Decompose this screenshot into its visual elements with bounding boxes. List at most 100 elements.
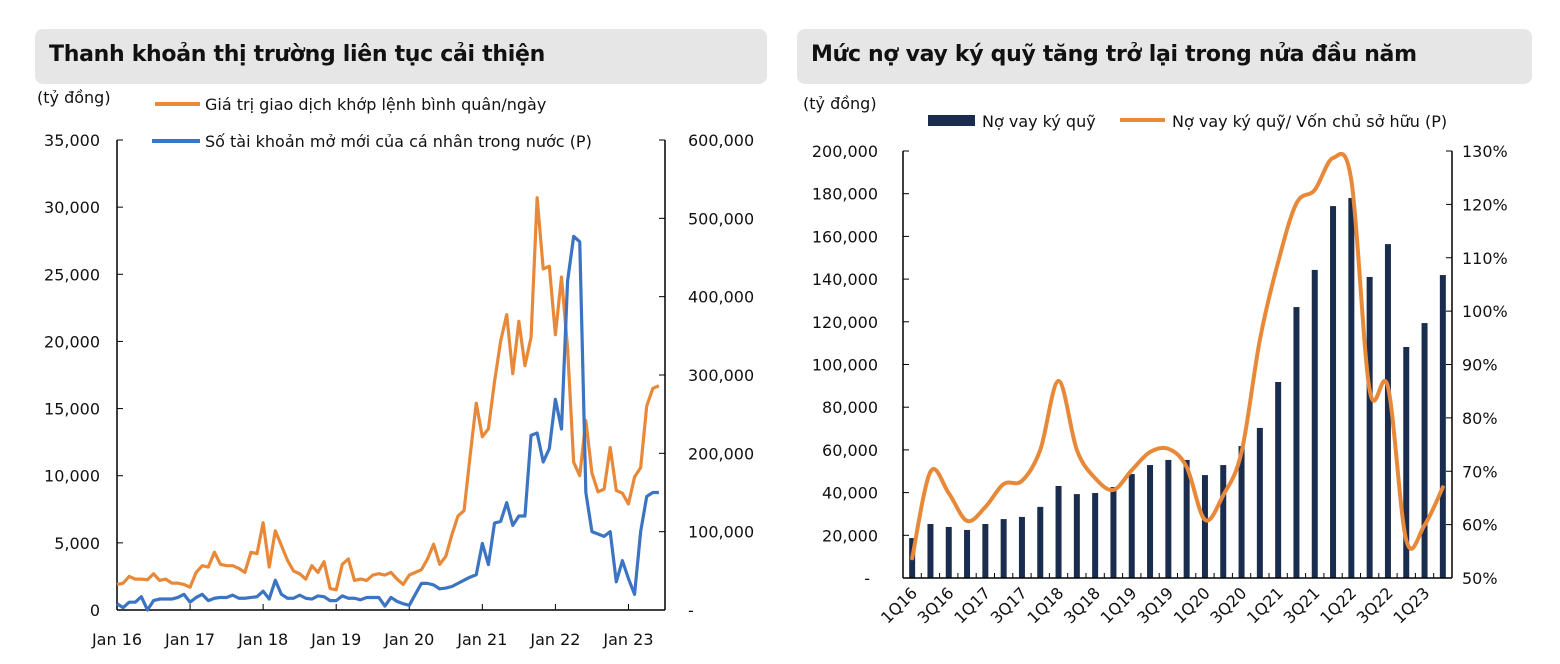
x-tick-label: Jan 23	[602, 630, 653, 649]
x-tick-label: Jan 17	[164, 630, 215, 649]
left-y-tick-label: 80,000	[822, 398, 878, 417]
legend-label-margin-debt: Nợ vay ký quỹ	[982, 112, 1096, 131]
series-line-debt-equity	[910, 152, 1445, 561]
x-tick-label: Jan 22	[529, 630, 580, 649]
right-y-tick-label: 50%	[1462, 569, 1498, 588]
x-tick-label: 3Q16	[914, 583, 958, 627]
right-y-tick-label: 130%	[1462, 142, 1508, 161]
left-chart-title-bar: Thanh khoản thị trường liên tục cải thiệ…	[35, 29, 767, 84]
x-tick-label: 3Q21	[1280, 583, 1324, 627]
bar-4Q18	[1110, 487, 1117, 578]
x-tick-label: Jan 20	[383, 630, 434, 649]
x-tick-label: 1Q19	[1097, 583, 1141, 627]
right-chart-title-bar: Mức nợ vay ký quỹ tăng trở lại trong nửa…	[797, 29, 1532, 84]
left-y-tick-label: 120,000	[812, 313, 878, 332]
bar-2Q16	[927, 523, 934, 578]
bar-3Q16	[945, 526, 952, 578]
bar-1Q21	[1275, 382, 1282, 578]
right-y-tick-label: 80%	[1462, 409, 1498, 428]
x-tick-label: 1Q22	[1316, 583, 1360, 627]
bar-1Q23	[1421, 323, 1428, 578]
bar-2Q18	[1073, 494, 1080, 578]
bar-4Q17	[1037, 506, 1044, 578]
bar-4Q16	[964, 529, 971, 578]
bar-4Q22	[1403, 346, 1410, 578]
left-y-tick-label: 25,000	[44, 265, 100, 284]
left-y-tick-label: 60,000	[822, 441, 878, 460]
left-y-tick-label: 0	[90, 601, 100, 620]
right-y-tick-label: 600,000	[688, 131, 754, 150]
left-y-tick-label: -	[864, 569, 870, 588]
right-y-tick-label: 500,000	[688, 209, 754, 228]
bar-2Q17	[1000, 519, 1007, 578]
left-y-tick-label: 30,000	[44, 198, 100, 217]
series-line-new-accounts	[116, 234, 659, 612]
x-tick-label: 1Q23	[1389, 583, 1433, 627]
legend-label-trading-value: Giá trị giao dịch khớp lệnh bình quân/ng…	[205, 95, 546, 114]
left-y-tick-label: 100,000	[812, 356, 878, 375]
x-tick-label: Jan 21	[456, 630, 507, 649]
right-y-tick-label: 90%	[1462, 356, 1498, 375]
left-y-tick-label: 40,000	[822, 484, 878, 503]
bar-2Q22	[1366, 276, 1373, 578]
bar-4Q20	[1256, 427, 1263, 578]
left-y-tick-label: 15,000	[44, 400, 100, 419]
bar-1Q20	[1201, 475, 1208, 578]
x-tick-label: 3Q17	[987, 583, 1031, 627]
left-y-tick-label: 20,000	[822, 526, 878, 545]
left-y-tick-label: 35,000	[44, 131, 100, 150]
bar-2Q19	[1147, 465, 1154, 578]
bar-2Q20	[1220, 465, 1227, 578]
right-y-tick-label: 100,000	[688, 523, 754, 542]
bar-2Q21	[1293, 307, 1300, 578]
x-tick-label: 1Q17	[950, 583, 994, 627]
bar-3Q20	[1238, 446, 1245, 578]
right-chart-title: Mức nợ vay ký quỹ tăng trở lại trong nửa…	[811, 42, 1417, 67]
x-tick-label: 3Q18	[1060, 583, 1104, 627]
bar-3Q22	[1384, 244, 1391, 578]
bar-2Q23	[1439, 275, 1446, 578]
bar-3Q18	[1092, 493, 1099, 578]
right-y-tick-label: 60%	[1462, 516, 1498, 535]
legend-label-new-accounts: Số tài khoản mở mới của cá nhân trong nư…	[205, 132, 592, 151]
bar-3Q17	[1018, 516, 1025, 578]
x-tick-label: 3Q22	[1353, 583, 1397, 627]
right-y-tick-label: -	[688, 601, 694, 620]
right-y-tick-label: 400,000	[688, 288, 754, 307]
legend-label-debt-equity: Nợ vay ký quỹ/ Vốn chủ sở hữu (P)	[1172, 112, 1447, 131]
right-y-tick-label: 200,000	[688, 444, 754, 463]
series-line-trading-value	[116, 196, 660, 592]
bar-1Q22	[1348, 197, 1355, 578]
left-y-tick-label: 160,000	[812, 227, 878, 246]
left-y-tick-label: 180,000	[812, 185, 878, 204]
x-tick-label: Jan 16	[91, 630, 142, 649]
right-unit-label: (tỷ đồng)	[803, 94, 877, 113]
bar-1Q17	[982, 523, 989, 578]
bar-1Q19	[1128, 474, 1135, 578]
right-y-tick-label: 120%	[1462, 195, 1508, 214]
x-tick-label: 1Q20	[1170, 583, 1214, 627]
x-tick-label: 3Q20	[1206, 583, 1250, 627]
left-chart-title: Thanh khoản thị trường liên tục cải thiệ…	[49, 42, 545, 67]
bar-4Q19	[1183, 459, 1190, 578]
bar-1Q18	[1055, 485, 1062, 578]
left-y-tick-label: 10,000	[44, 467, 100, 486]
x-tick-label: 1Q18	[1023, 583, 1067, 627]
right-y-tick-label: 110%	[1462, 249, 1508, 268]
left-y-tick-label: 140,000	[812, 270, 878, 289]
legend-bar-swatch	[928, 115, 975, 126]
left-y-tick-label: 200,000	[812, 142, 878, 161]
x-tick-label: Jan 18	[237, 630, 288, 649]
x-tick-label: 3Q19	[1133, 583, 1177, 627]
left-y-tick-label: 5,000	[54, 534, 100, 553]
left-unit-label: (tỷ đồng)	[37, 88, 111, 107]
bar-3Q19	[1165, 459, 1172, 578]
right-y-tick-label: 100%	[1462, 302, 1508, 321]
bar-4Q21	[1330, 206, 1337, 578]
x-tick-label: 1Q16	[877, 583, 921, 627]
right-y-tick-label: 300,000	[688, 366, 754, 385]
x-tick-label: 1Q21	[1243, 583, 1287, 627]
right-y-tick-label: 70%	[1462, 462, 1498, 481]
x-tick-label: Jan 19	[310, 630, 361, 649]
